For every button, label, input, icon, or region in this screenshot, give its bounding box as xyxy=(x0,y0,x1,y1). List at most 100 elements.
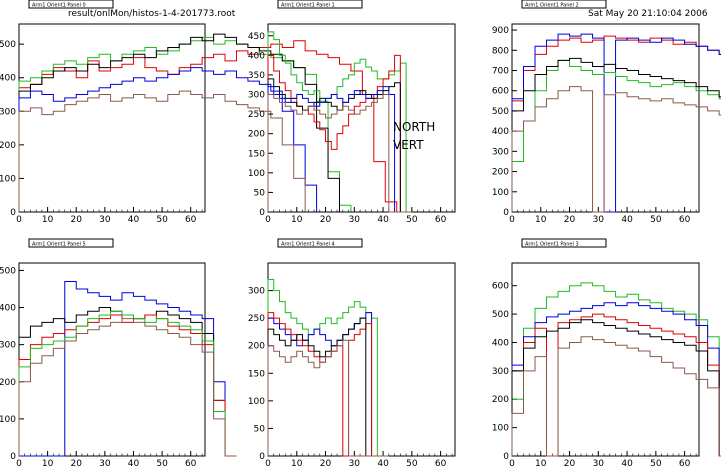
y-tick-label: 700 xyxy=(492,66,509,76)
plot-frame xyxy=(267,23,456,213)
y-tick-label: 0 xyxy=(10,452,16,462)
histogram-series-3 xyxy=(267,317,389,457)
histogram-series-1 xyxy=(267,312,389,457)
y-tick-label: 300 xyxy=(248,287,265,297)
y-tick-label: 100 xyxy=(0,415,16,425)
y-tick-label: 200 xyxy=(0,378,16,388)
x-tick-label: 60 xyxy=(679,215,691,225)
panel-title: Arm1 Orient1 Panel 4 xyxy=(281,242,335,248)
y-tick-label: 500 xyxy=(0,40,16,50)
y-tick-label: 300 xyxy=(492,367,509,377)
plot-frame xyxy=(18,23,206,213)
panel-title-box xyxy=(28,238,114,248)
y-tick-label: 400 xyxy=(492,338,509,348)
x-tick-label: 0 xyxy=(16,215,22,225)
histogram-series-3 xyxy=(511,57,721,212)
x-tick-label: 30 xyxy=(349,215,361,225)
histogram-series-0 xyxy=(19,281,237,457)
x-tick-label: 20 xyxy=(71,459,83,469)
timestamp-label: Sat May 20 21:10:04 2006 xyxy=(588,9,708,19)
x-tick-label: 20 xyxy=(564,459,576,469)
histogram-series-4 xyxy=(267,94,412,213)
y-tick-label: 350 xyxy=(248,71,265,81)
panel-title: Arm1 Orient1 Panel 0 xyxy=(32,3,86,9)
y-tick-label: 250 xyxy=(248,110,265,120)
y-tick-label: 200 xyxy=(248,342,265,352)
histogram-series-2 xyxy=(267,312,389,457)
y-tick-label: 400 xyxy=(0,74,16,84)
x-tick-label: 50 xyxy=(156,215,168,225)
x-tick-label: 0 xyxy=(509,215,515,225)
histogram-series-1 xyxy=(18,307,237,457)
histogram-series-2 xyxy=(18,314,237,457)
x-tick-label: 30 xyxy=(349,459,361,469)
histogram-series-3 xyxy=(511,319,721,457)
y-tick-label: 100 xyxy=(248,169,265,179)
plot-frame xyxy=(511,262,700,457)
y-tick-label: 300 xyxy=(248,91,265,101)
x-tick-label: 40 xyxy=(377,459,389,469)
histogram-series-3 xyxy=(267,86,412,213)
histogram-series-4 xyxy=(18,318,237,457)
x-tick-label: 10 xyxy=(42,215,54,225)
y-tick-label: 500 xyxy=(492,310,509,320)
histogram-series-0 xyxy=(267,279,389,457)
x-tick-label: 0 xyxy=(509,459,515,469)
y-tick-label: 800 xyxy=(492,46,509,56)
y-tick-label: 0 xyxy=(259,208,265,218)
y-tick-label: 200 xyxy=(248,130,265,140)
histogram-series-0 xyxy=(18,40,409,213)
y-tick-label: 150 xyxy=(248,149,265,159)
histogram-panel-5: Arm1 Orient1 Panel 30 10 20 30 40 50 600100200… xyxy=(492,238,721,469)
y-tick-label: 100 xyxy=(0,174,16,184)
histogram-series-0 xyxy=(511,35,721,212)
histogram-series-3 xyxy=(18,67,409,213)
annotation-north: NORTH xyxy=(393,120,436,134)
y-tick-label: 0 xyxy=(503,452,509,462)
y-tick-label: 500 xyxy=(0,266,16,276)
x-tick-label: 10 xyxy=(42,459,54,469)
y-tick-label: 500 xyxy=(492,107,509,117)
x-tick-label: 50 xyxy=(650,459,662,469)
y-tick-label: 300 xyxy=(0,341,16,351)
x-tick-label: 40 xyxy=(621,215,633,225)
file-path-label: result/onlMon/histos-1-4-201773.root xyxy=(68,9,236,19)
histogram-series-0 xyxy=(511,282,721,457)
histogram-series-3 xyxy=(18,310,237,457)
histogram-series-1 xyxy=(511,33,721,213)
y-tick-label: 300 xyxy=(492,147,509,157)
y-tick-label: 900 xyxy=(492,26,509,36)
panel-title-box xyxy=(28,0,114,9)
y-tick-label: 250 xyxy=(248,314,265,324)
x-tick-label: 20 xyxy=(71,215,83,225)
x-tick-label: 40 xyxy=(128,459,140,469)
x-tick-label: 30 xyxy=(593,215,605,225)
histogram-series-1 xyxy=(267,54,412,213)
x-tick-label: 10 xyxy=(535,459,547,469)
y-tick-label: 600 xyxy=(492,282,509,292)
x-tick-label: 60 xyxy=(185,215,197,225)
y-tick-label: 150 xyxy=(248,369,265,379)
y-tick-label: 100 xyxy=(492,424,509,434)
x-tick-label: 50 xyxy=(156,459,168,469)
y-tick-label: 400 xyxy=(492,127,509,137)
x-tick-label: 50 xyxy=(406,215,418,225)
y-tick-label: 200 xyxy=(492,168,509,178)
histogram-panel-2: Arm1 Orient1 Panel 20 10 20 30 40 50 600100200… xyxy=(492,0,721,225)
plot-frame xyxy=(18,262,206,457)
histogram-panel-3: Arm1 Orient1 Panel 5 0 10 20 30 40 50 60 0 100 200… xyxy=(0,238,237,469)
x-tick-label: 0 xyxy=(265,215,271,225)
histogram-series-2 xyxy=(511,59,721,212)
histogram-series-2 xyxy=(511,313,721,457)
panel-title: Arm1 Orient1 Panel 3 xyxy=(525,242,579,248)
x-tick-label: 60 xyxy=(679,459,691,469)
y-tick-label: 300 xyxy=(0,107,16,117)
y-tick-label: 100 xyxy=(248,397,265,407)
x-tick-label: 60 xyxy=(185,459,197,469)
annotation-vert: VERT xyxy=(393,138,424,152)
x-tick-label: 20 xyxy=(320,459,332,469)
x-tick-label: 10 xyxy=(535,215,547,225)
y-tick-label: 450 xyxy=(248,32,265,42)
x-tick-label: 30 xyxy=(99,215,111,225)
